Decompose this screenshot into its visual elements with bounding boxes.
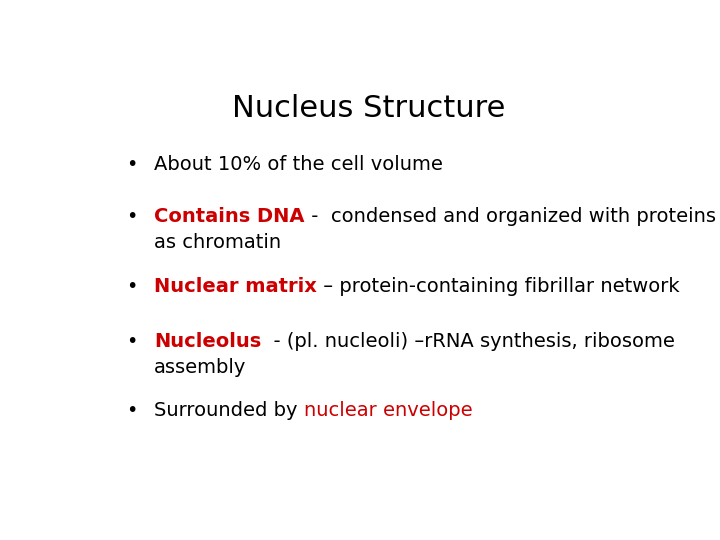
Text: Nuclear matrix: Nuclear matrix	[154, 276, 317, 295]
Text: •: •	[126, 207, 138, 226]
Text: •: •	[126, 401, 138, 420]
Text: – protein-containing fibrillar network: – protein-containing fibrillar network	[317, 276, 680, 295]
Text: Contains DNA: Contains DNA	[154, 207, 305, 226]
Text: -  condensed and organized with proteins: - condensed and organized with proteins	[305, 207, 716, 226]
Text: assembly: assembly	[154, 358, 246, 377]
Text: Nucleolus: Nucleolus	[154, 332, 261, 351]
Text: •: •	[126, 276, 138, 295]
Text: •: •	[126, 332, 138, 351]
Text: as chromatin: as chromatin	[154, 233, 282, 252]
Text: Surrounded by: Surrounded by	[154, 401, 304, 420]
Text: •: •	[126, 155, 138, 174]
Text: About 10% of the cell volume: About 10% of the cell volume	[154, 155, 443, 174]
Text: - (pl. nucleoli) –rRNA synthesis, ribosome: - (pl. nucleoli) –rRNA synthesis, riboso…	[261, 332, 675, 351]
Text: Nucleus Structure: Nucleus Structure	[233, 94, 505, 123]
Text: nuclear envelope: nuclear envelope	[304, 401, 472, 420]
